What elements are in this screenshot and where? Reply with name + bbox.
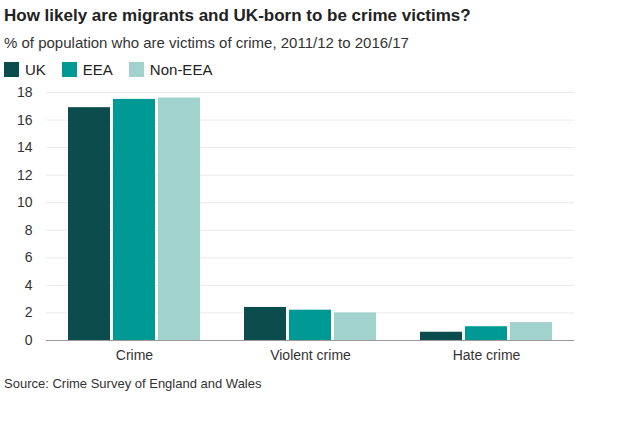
svg-text:12: 12 — [17, 167, 33, 183]
svg-text:Violent crime: Violent crime — [270, 347, 351, 363]
html-text:EEA: EEA — [82, 61, 113, 78]
html-text:How likely are migrants and UK: How likely are migrants and UK-born to b… — [4, 6, 471, 25]
html-text:Source: Crime Survey of Englan: Source: Crime Survey of England and Wale… — [4, 376, 262, 391]
svg-text:8: 8 — [25, 222, 33, 238]
svg-text:0: 0 — [25, 332, 33, 348]
html-text:UK: UK — [25, 61, 46, 78]
svg-text:6: 6 — [25, 249, 33, 265]
svg-text:16: 16 — [17, 112, 33, 128]
svg-text:2: 2 — [25, 304, 33, 320]
svg-text:18: 18 — [17, 84, 33, 100]
svg-text:Crime: Crime — [116, 347, 154, 363]
html-text:% of population who are victim: % of population who are victims of crime… — [4, 34, 409, 51]
svg-text:Hate crime: Hate crime — [453, 347, 521, 363]
svg-text:14: 14 — [17, 139, 33, 155]
html-text:Non-EEA: Non-EEA — [149, 61, 213, 78]
svg-text:10: 10 — [17, 194, 33, 210]
svg-text:4: 4 — [25, 277, 33, 293]
